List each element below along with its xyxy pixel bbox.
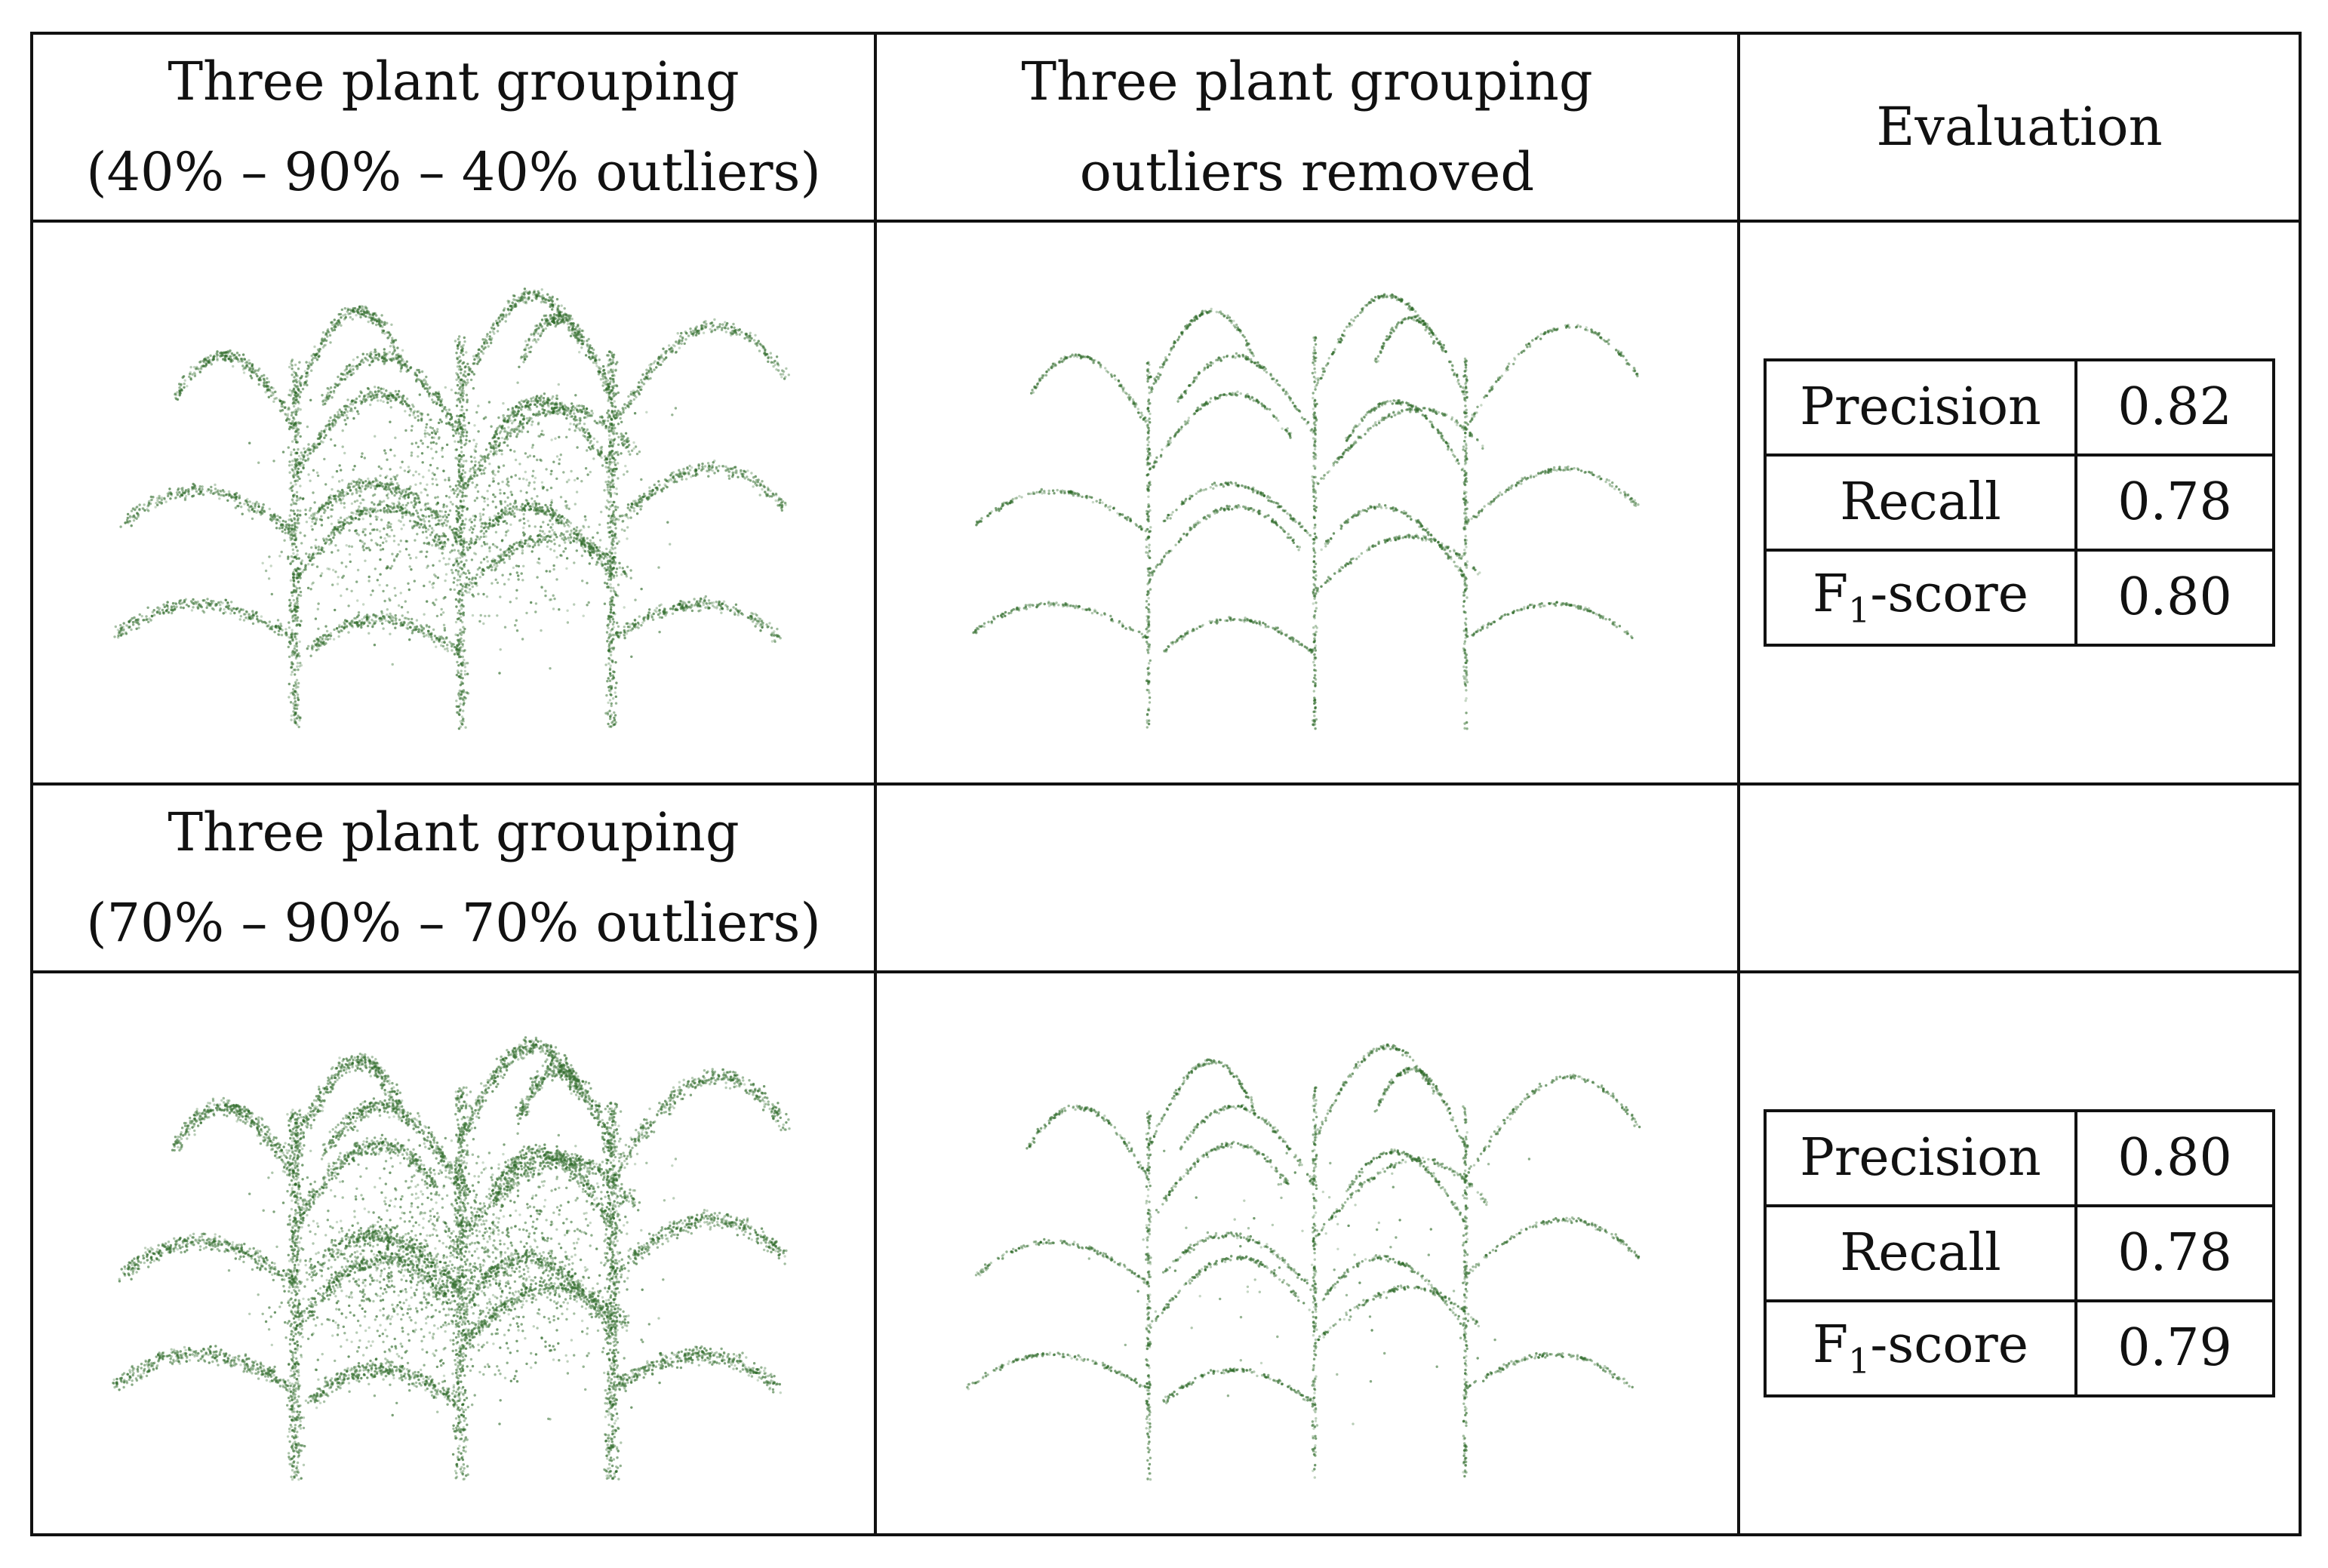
- pointcloud-cell-noisy-1: [30, 219, 877, 786]
- metric-row-precision: Precision 0.82: [1764, 358, 2275, 457]
- point-cloud-points: [112, 1036, 791, 1481]
- header-cell-outliers-removed: Three plant grouping outliers removed: [874, 32, 1740, 223]
- point-cloud-points: [966, 1043, 1641, 1481]
- pointcloud-noisy-image: [112, 1036, 791, 1481]
- metric-label: Precision: [1764, 1108, 2077, 1207]
- header-row: Three plant grouping (40% – 90% – 40% ou…: [30, 32, 2302, 223]
- header-cell-evaluation: Evaluation: [1737, 32, 2302, 223]
- empty-cell: [1737, 782, 2302, 973]
- result-row-2: Precision 0.80 Recall 0.78 F1-score 0.79: [30, 970, 2302, 1537]
- pointcloud-clean-image: [966, 1043, 1641, 1481]
- metric-value: 0.80: [2074, 548, 2275, 647]
- metric-row-precision: Precision 0.80: [1764, 1108, 2275, 1207]
- header-title: Three plant grouping: [33, 36, 874, 127]
- metric-label: F1-score: [1764, 1299, 2077, 1397]
- metric-value: 0.79: [2074, 1299, 2275, 1397]
- pointcloud-cell-noisy-2: [30, 970, 877, 1537]
- metric-label: Recall: [1764, 1204, 2077, 1302]
- metric-row-f1: F1-score 0.80: [1764, 548, 2275, 647]
- pointcloud-cell-clean-1: [874, 219, 1740, 786]
- evaluation-table: Precision 0.82 Recall 0.78 F1-score 0.80: [1764, 358, 2275, 647]
- results-table: Three plant grouping (40% – 90% – 40% ou…: [30, 32, 2302, 1537]
- point-cloud-points: [972, 293, 1640, 730]
- result-row-1: Precision 0.82 Recall 0.78 F1-score 0.80: [30, 219, 2302, 786]
- point-cloud-points: [113, 287, 790, 730]
- pointcloud-noisy-image: [113, 287, 790, 730]
- evaluation-table: Precision 0.80 Recall 0.78 F1-score 0.79: [1764, 1108, 2275, 1397]
- empty-cell: [874, 782, 1740, 973]
- header-title: Three plant grouping: [877, 36, 1737, 127]
- header-title: Evaluation: [1740, 81, 2299, 172]
- metric-value: 0.78: [2074, 1204, 2275, 1302]
- metric-row-recall: Recall 0.78: [1764, 1204, 2275, 1302]
- header-cell-outliers-40: Three plant grouping (40% – 90% – 40% ou…: [30, 32, 877, 223]
- pointcloud-cell-clean-2: [874, 970, 1740, 1537]
- metric-label: Recall: [1764, 453, 2077, 552]
- metric-value: 0.82: [2074, 358, 2275, 457]
- header-title: Three plant grouping: [33, 787, 874, 878]
- header-subtitle: (70% – 90% – 70% outliers): [33, 878, 874, 968]
- evaluation-cell-1: Precision 0.82 Recall 0.78 F1-score 0.80: [1737, 219, 2302, 786]
- metric-value: 0.80: [2074, 1108, 2275, 1207]
- header-row-2: Three plant grouping (70% – 90% – 70% ou…: [30, 782, 2302, 973]
- metric-label: Precision: [1764, 358, 2077, 457]
- evaluation-cell-2: Precision 0.80 Recall 0.78 F1-score 0.79: [1737, 970, 2302, 1537]
- header-cell-outliers-70: Three plant grouping (70% – 90% – 70% ou…: [30, 782, 877, 973]
- header-subtitle: outliers removed: [877, 127, 1737, 217]
- metric-row-f1: F1-score 0.79: [1764, 1299, 2275, 1397]
- metric-value: 0.78: [2074, 453, 2275, 552]
- metric-row-recall: Recall 0.78: [1764, 453, 2275, 552]
- pointcloud-clean-image: [972, 293, 1640, 730]
- header-subtitle: (40% – 90% – 40% outliers): [33, 127, 874, 217]
- metric-label: F1-score: [1764, 548, 2077, 647]
